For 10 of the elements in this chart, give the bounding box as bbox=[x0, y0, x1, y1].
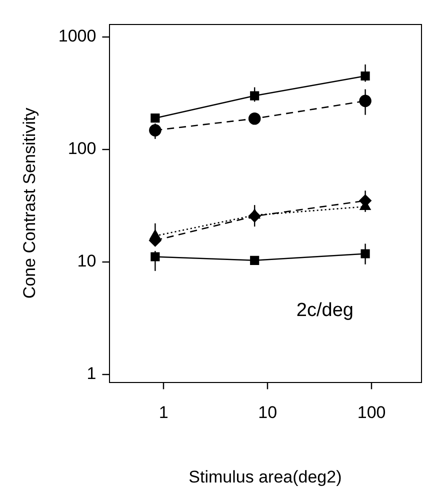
x-tick-label: 1 bbox=[158, 403, 168, 422]
annotation: 2c/deg bbox=[296, 300, 354, 321]
x-tick-label: 100 bbox=[357, 403, 386, 422]
y-axis-title: Cone Contrast Sensitivity bbox=[20, 107, 39, 299]
y-tick-label: 1000 bbox=[58, 26, 96, 46]
x-axis-title: Stimulus area(deg2) bbox=[188, 467, 342, 486]
y-tick-label: 10 bbox=[77, 252, 96, 271]
y-tick-label: 1 bbox=[86, 364, 96, 383]
x-tick-label: 10 bbox=[258, 403, 278, 422]
y-tick-label: 100 bbox=[68, 139, 96, 158]
